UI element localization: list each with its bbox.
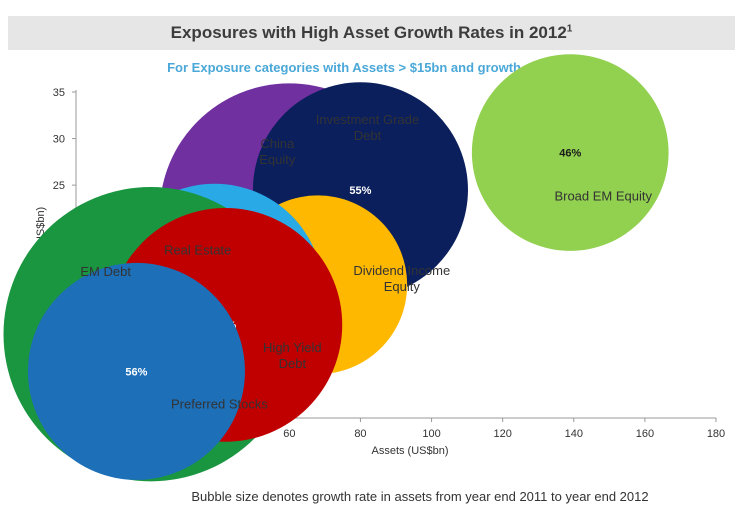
x-tick-label: 60 <box>283 428 295 440</box>
y-tick-label: 35 <box>53 87 65 99</box>
x-tick-label: 140 <box>565 428 583 440</box>
x-tick-label: 120 <box>493 428 511 440</box>
bubble-label-line: Real Estate <box>164 242 231 257</box>
bubble-label-preferred-stocks: Preferred Stocks <box>171 396 268 411</box>
bubble-label-em-debt: EM Debt <box>80 264 131 279</box>
bubble-value-broad-em-equity: 46% <box>559 148 581 160</box>
bubble-label-line: Preferred Stocks <box>171 396 268 411</box>
bubble-label-line: China <box>260 136 295 151</box>
footnote: Bubble size denotes growth rate in asset… <box>191 489 649 504</box>
x-axis-label: Assets (US$bn) <box>371 445 448 457</box>
bubble-label-line: Debt <box>354 128 382 143</box>
bubble-label-high-yield-debt: High Yield Debt <box>263 340 322 371</box>
x-tick-label: 80 <box>354 428 366 440</box>
bubble-label-broad-em-equity: Broad EM Equity <box>554 189 652 204</box>
bubble-label-line: Broad EM Equity <box>554 189 652 204</box>
x-tick-label: 160 <box>636 428 654 440</box>
bubble-label-real-estate: Real Estate <box>164 242 231 257</box>
bubble-label-investment-grade-debt: Investment Grade Debt <box>316 112 419 143</box>
bubble-label-china-equity: China Equity <box>259 136 296 167</box>
bubble-value-investment-grade-debt: 55% <box>349 185 371 197</box>
chart-subtitle: For Exposure categories with Assets > $1… <box>167 60 593 75</box>
bubble-label-line: Equity <box>259 152 296 167</box>
bubble-label-line: EM Debt <box>80 264 131 279</box>
title-footnote-marker: 1 <box>566 23 573 35</box>
bubble-label-line: Equity <box>384 279 421 294</box>
bubble-value-preferred-stocks: 56% <box>125 366 147 378</box>
bubble-preferred-stocks <box>27 262 245 480</box>
title-bar: Exposures with High Asset Growth Rates i… <box>8 16 735 50</box>
chart-title-text: Exposures with High Asset Growth Rates i… <box>170 23 567 42</box>
x-tick-label: 100 <box>422 428 440 440</box>
y-tick-label: 25 <box>53 180 65 192</box>
bubble-broad-em-equity <box>471 54 669 251</box>
bubble-label-line: High Yield <box>263 340 322 355</box>
chart-title: Exposures with High Asset Growth Rates i… <box>8 23 735 43</box>
y-tick-label: 30 <box>53 134 65 146</box>
bubble-label-dividend-income-equity: Dividend Income Equity <box>353 263 450 294</box>
bubble-label-line: Debt <box>279 356 307 371</box>
bubble-label-line: Dividend Income <box>353 263 450 278</box>
bubble-label-line: Investment Grade <box>316 112 419 127</box>
x-tick-label: 180 <box>707 428 725 440</box>
